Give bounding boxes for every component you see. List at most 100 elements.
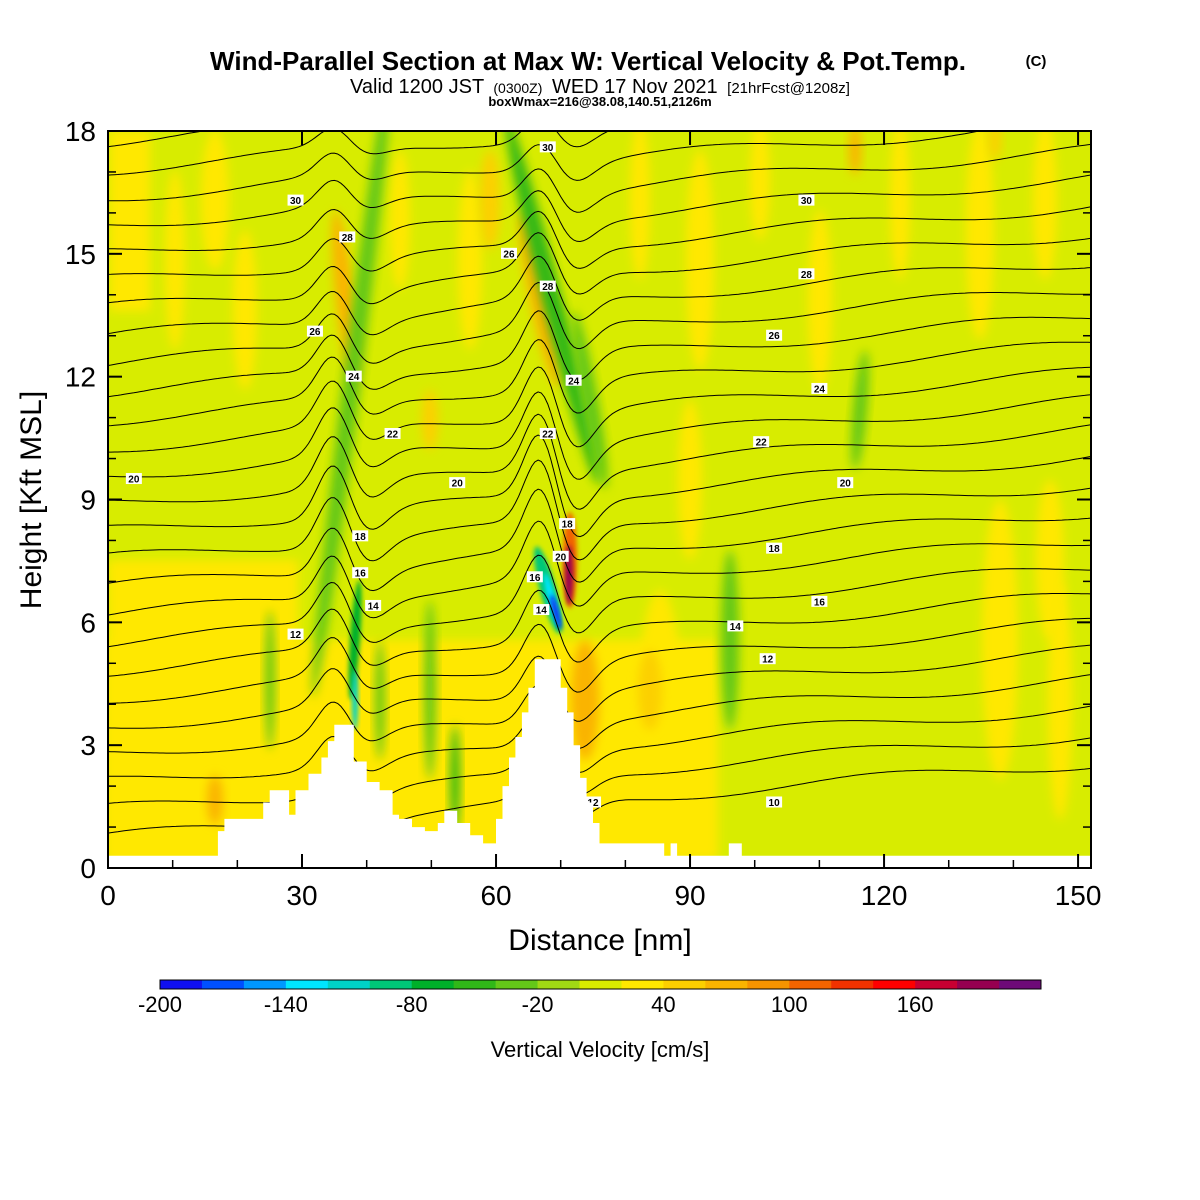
y-axis-label: Height [Kft MSL] [15, 391, 48, 609]
velocity-blob [989, 131, 1001, 160]
theta-contour [108, 554, 1091, 648]
contour-label: 28 [801, 270, 813, 281]
contour-label-bg [352, 530, 369, 542]
contour-label: 18 [355, 532, 367, 543]
contour-label: 26 [769, 331, 781, 342]
colorbar-tick-label: 100 [771, 992, 808, 1017]
velocity-blob [233, 230, 257, 390]
colorbar-swatch [243, 980, 287, 989]
velocity-blob [890, 131, 910, 280]
copyright-mark: (C) [1026, 53, 1047, 70]
velocity-blob [108, 640, 718, 860]
contour-label-bg [539, 280, 556, 292]
velocity-blob [424, 600, 436, 780]
velocity-blob [1048, 580, 1072, 820]
velocity-blob [686, 150, 714, 370]
theta-contour [108, 255, 1091, 336]
colorbar-swatch [873, 980, 916, 989]
contour-label: 22 [542, 429, 554, 440]
contour-label: 28 [542, 282, 554, 293]
velocity-blob [572, 311, 608, 489]
colorbar-tick-label: -80 [396, 992, 428, 1017]
colorbar-swatch [915, 980, 958, 989]
contour-label-bg [798, 194, 815, 206]
contour-label: 12 [762, 655, 774, 666]
theta-contours: 30 28 26 24 22 20 18 16 14 12 20 30 28 26 24 22 18 20 16 14… [108, 131, 1091, 834]
velocity-blob [201, 131, 229, 270]
x-tick-label: 0 [100, 880, 116, 911]
theta-contour [108, 206, 1091, 276]
colorbar-frame [159, 979, 1042, 990]
contour-label-bg [539, 427, 556, 439]
contour-label: 16 [814, 597, 826, 608]
theta-contour [108, 705, 1091, 779]
contour-label: 26 [503, 249, 515, 260]
contour-label-bg [449, 477, 466, 489]
contour-label: 14 [536, 606, 548, 617]
velocity-blob [851, 350, 869, 470]
velocity-blob [422, 390, 438, 450]
terrain-mask [108, 659, 1091, 868]
y-tick-label: 15 [65, 239, 96, 270]
contour-label-bg [811, 595, 828, 607]
colorbar-swatch [831, 980, 874, 989]
velocity-blob [982, 500, 1018, 780]
contour-label: 20 [555, 552, 567, 563]
contour-label: 22 [756, 438, 768, 449]
contour-label: 14 [730, 622, 742, 633]
colorbar-swatch [705, 980, 748, 989]
velocity-blob [638, 650, 662, 730]
contour-label: 18 [769, 544, 781, 555]
colorbar-swatch [411, 980, 455, 989]
theta-contour [108, 174, 1091, 251]
contour-label: 30 [542, 143, 554, 154]
colorbar: -200 -140 -80 -20 40 100 160 [138, 979, 1042, 1017]
colorbar-label: Vertical Velocity [cm/s] [491, 1037, 710, 1062]
x-tick-label: 120 [861, 880, 908, 911]
colorbar-swatch [579, 980, 622, 989]
colorbar-tick-label: -20 [522, 992, 554, 1017]
colorbar-swatch [537, 980, 581, 989]
colorbar-tick-label: -200 [138, 992, 182, 1017]
colorbar-swatch [621, 980, 664, 989]
velocity-blob [348, 580, 362, 700]
velocity-blob [265, 610, 275, 750]
contour-label-bg [766, 329, 783, 341]
contour-label: 30 [290, 196, 302, 207]
velocity-blob [480, 150, 500, 250]
x-tick-label: 60 [480, 880, 511, 911]
plot-area: 30 28 26 24 22 20 18 16 14 12 20 30 28 26 24 22 18 20 16 14… [108, 131, 1091, 868]
colorbar-swatch [789, 980, 832, 989]
contour-label: 30 [801, 196, 813, 207]
contour-label-bg [811, 382, 828, 394]
contour-label-bg [352, 567, 369, 579]
x-tick-label: 30 [286, 880, 317, 911]
theta-contour [108, 339, 1091, 427]
contour-label-bg [339, 231, 356, 243]
velocity-blob [375, 640, 385, 760]
contour-label-bg [585, 796, 602, 808]
colorbar-tick-label: 40 [651, 992, 675, 1017]
colorbar-swatch [663, 980, 706, 989]
velocity-blob [966, 131, 994, 340]
colorbar-swatch [957, 980, 1000, 989]
colorbar-swatch [160, 980, 203, 989]
theta-contour [108, 459, 1091, 562]
velocity-blob [678, 400, 702, 560]
velocity-blob [1033, 131, 1057, 280]
contour-label-bg [526, 571, 543, 583]
velocity-blob [110, 131, 150, 311]
colorbar-swatch [495, 980, 539, 989]
contour-label: 26 [309, 327, 321, 338]
y-tick-label: 0 [80, 853, 96, 884]
velocity-blob [750, 131, 770, 240]
velocity-blob [352, 670, 358, 730]
theta-contour [108, 143, 1091, 227]
contour-label: 20 [840, 479, 852, 490]
y-tick-label: 18 [65, 116, 96, 147]
contour-label-bg [753, 436, 770, 448]
contour-label-bg [798, 268, 815, 280]
theta-contour [108, 232, 1091, 305]
contour-label: 16 [529, 573, 541, 584]
theta-contour [108, 589, 1091, 677]
